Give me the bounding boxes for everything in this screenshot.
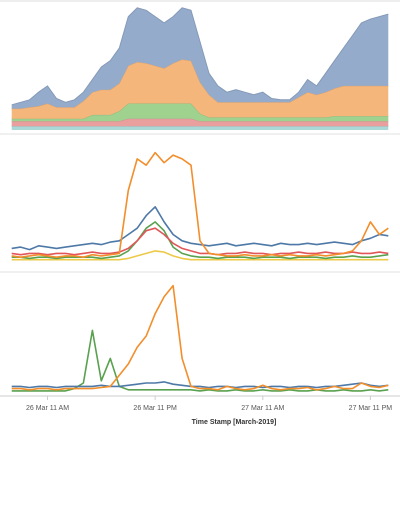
- area-layer: [11, 126, 389, 130]
- line-series: [11, 221, 389, 260]
- line-series: [11, 381, 389, 389]
- x-tick-label: 27 Mar 11 AM: [241, 405, 284, 412]
- line-series: [11, 284, 389, 391]
- x-tick-label: 26 Mar 11 AM: [26, 405, 69, 412]
- line-series: [11, 151, 389, 258]
- line-series: [11, 329, 389, 392]
- x-tick-label: 26 Mar 11 PM: [133, 405, 177, 412]
- area-layer: [11, 59, 389, 119]
- axis-title: Time Stamp [March-2019]: [192, 419, 277, 426]
- line-series: [11, 227, 389, 256]
- line-series: [11, 206, 389, 251]
- area-layer: [11, 118, 389, 127]
- x-tick-label: 27 Mar 11 PM: [349, 405, 393, 412]
- area-layer: [11, 103, 389, 122]
- line-series: [11, 250, 389, 261]
- area-layer: [11, 7, 389, 109]
- area-edge: [11, 7, 389, 106]
